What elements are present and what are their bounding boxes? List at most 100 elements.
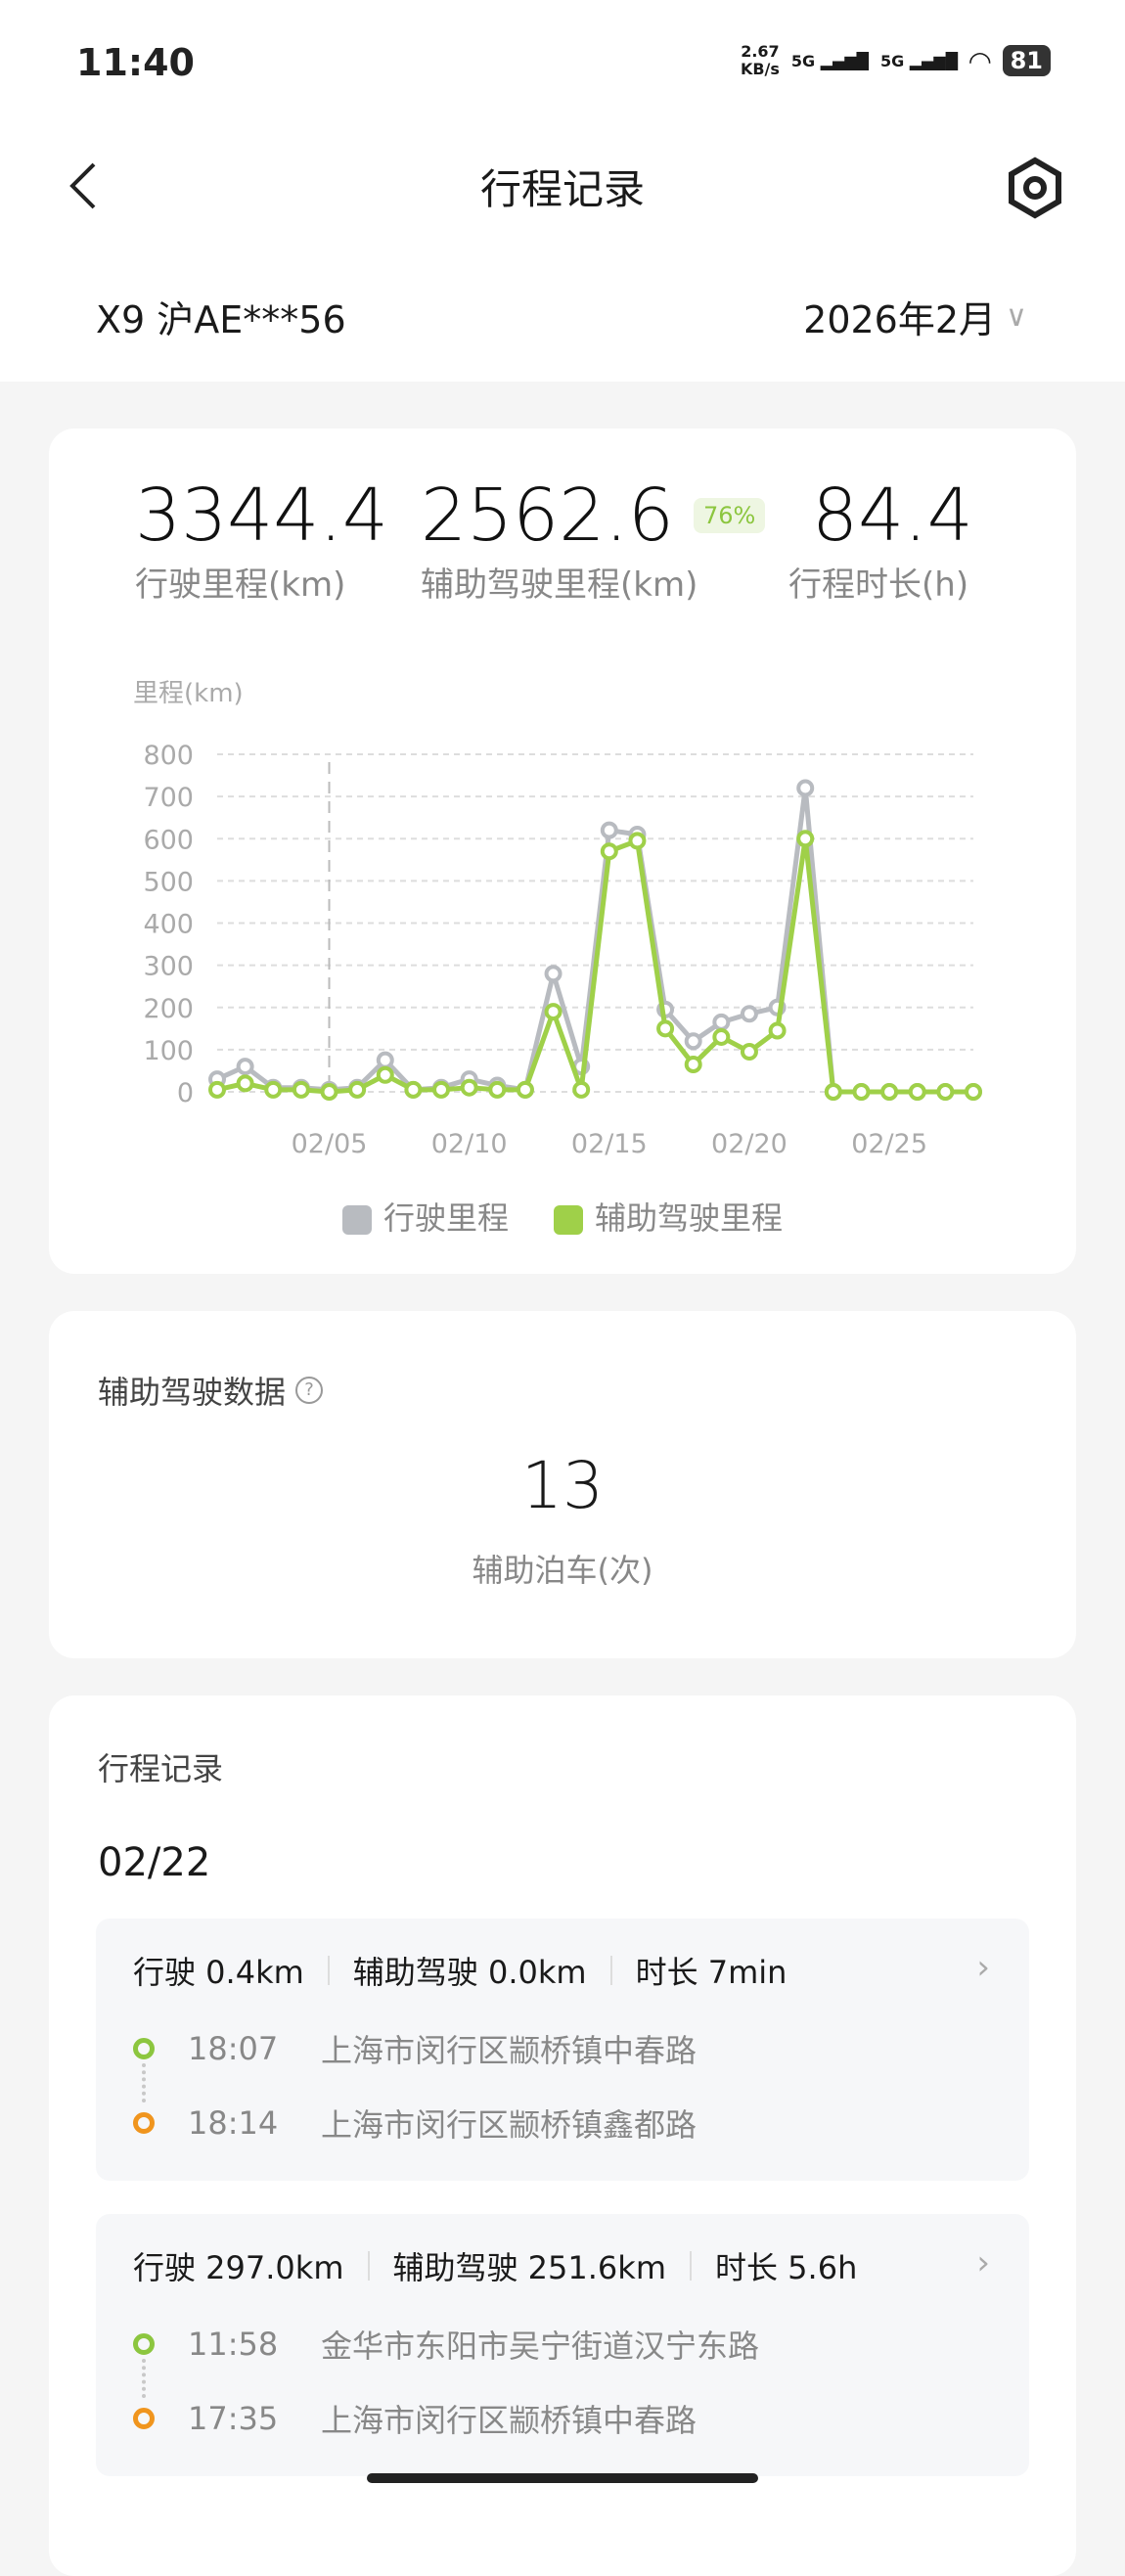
y-tick-label: 200: [143, 994, 194, 1024]
stat-label: 行程时长(h): [788, 565, 969, 605]
series-line: [215, 786, 973, 1095]
data-point: [712, 1013, 731, 1031]
start-dot-icon: [133, 2038, 155, 2059]
mileage-chart: 0 100 200 300 400 500 600 700 800 02/05 02/10 02/15…: [143, 741, 982, 1159]
x-tick-label: 02/20: [711, 1129, 788, 1159]
net-speed: 2.67: [741, 42, 780, 61]
data-point: [712, 1027, 731, 1046]
trip-assist: 辅助驾驶 0.0km: [352, 1954, 587, 1991]
data-point: [544, 1003, 562, 1021]
data-point: [404, 1080, 423, 1099]
data-point: [236, 1074, 254, 1093]
help-icon[interactable]: ?: [295, 1377, 324, 1404]
data-point: [320, 1083, 338, 1101]
net-unit: KB/s: [740, 60, 780, 78]
stat-value: 3344.4: [135, 474, 388, 558]
data-point: [880, 1083, 899, 1101]
legend-assisted: 辅助驾驶里程: [554, 1194, 783, 1239]
legend-total: 行驶里程: [341, 1194, 509, 1239]
data-point: [628, 832, 647, 850]
end-time: 17:35: [188, 2400, 279, 2437]
trip-date: 02/22: [98, 1840, 211, 1885]
end-address: 上海市闵行区颛桥镇鑫都路: [321, 2106, 698, 2144]
chart-ylabel: 里程(km): [133, 679, 244, 708]
stat-label: 辅助驾驶里程(km): [421, 565, 698, 605]
end-dot-icon: [133, 2112, 155, 2134]
assist-percent-badge: 76%: [693, 498, 766, 533]
chevron-down-icon: ∨: [1006, 299, 1027, 334]
data-point: [376, 1065, 394, 1084]
start-address: 金华市东阳市吴宁街道汉宁东路: [321, 2327, 760, 2365]
wifi-icon: ◠: [969, 44, 991, 77]
data-point: [796, 830, 815, 848]
stat-label: 行驶里程(km): [135, 565, 346, 605]
y-tick-label: 700: [143, 783, 194, 813]
trip-distance: 行驶 0.4km: [133, 1954, 304, 1991]
month-selector[interactable]: 2026年2月 ∨: [803, 290, 1027, 343]
data-point: [768, 1021, 787, 1040]
data-point: [460, 1078, 478, 1097]
data-point: [908, 1083, 926, 1101]
data-point: [516, 1080, 534, 1099]
data-point: [852, 1083, 871, 1101]
settings-button[interactable]: [1004, 157, 1066, 223]
data-point: [600, 842, 618, 861]
stat-value: 2562.6: [421, 474, 674, 558]
home-indicator[interactable]: [367, 2473, 758, 2483]
assist-card: 辅助驾驶数据 ? 13 辅助泊车(次): [49, 1311, 1076, 1658]
trip-item[interactable]: 行驶 0.4km 辅助驾驶 0.0km 时长 7min › 18:07 上海市闵行区颛…: [96, 1919, 1029, 2181]
y-tick-label: 600: [143, 825, 194, 855]
trip-assist: 辅助驾驶 251.6km: [392, 2249, 667, 2286]
signal-icon: 5G ▂▄▆█: [790, 51, 869, 70]
trip-distance: 行驶 297.0km: [133, 2249, 344, 2286]
summary-card: 3344.4 行驶里程(km) 2562.6 76% 辅助驾驶里程(km) 84.…: [49, 429, 1076, 1274]
data-point: [684, 1055, 702, 1073]
trip-item[interactable]: 行驶 297.0km 辅助驾驶 251.6km 时长 5.6h › 11:58 金华市…: [96, 2214, 1029, 2476]
signal-icon: 5G ▂▄▆█: [879, 51, 959, 70]
x-tick-label: 02/05: [292, 1129, 368, 1159]
data-point: [348, 1080, 367, 1099]
top-area: [0, 0, 1125, 382]
data-point: [936, 1083, 955, 1101]
data-point: [824, 1083, 842, 1101]
trips-title: 行程记录: [98, 1750, 224, 1787]
stat-value: 84.4: [812, 474, 973, 558]
data-point: [572, 1080, 591, 1099]
trip-duration: 时长 7min: [635, 1954, 788, 1991]
hexagon-settings-icon: [1009, 157, 1061, 219]
data-point: [376, 1051, 394, 1069]
end-time: 18:14: [188, 2104, 279, 2142]
data-point: [796, 779, 815, 797]
back-button[interactable]: [65, 157, 104, 228]
vehicle-name: X9 沪AE***56: [96, 298, 346, 341]
status-time: 11:40: [76, 41, 195, 84]
start-time: 11:58: [188, 2326, 279, 2363]
start-address: 上海市闵行区颛桥镇中春路: [321, 2032, 698, 2069]
end-address: 上海市闵行区颛桥镇中春路: [321, 2402, 698, 2439]
y-tick-label: 0: [177, 1078, 194, 1108]
chevron-right-icon: ›: [976, 2243, 990, 2282]
x-tick-label: 02/25: [851, 1129, 927, 1159]
data-point: [600, 821, 618, 839]
y-tick-label: 300: [143, 952, 194, 982]
status-icons: 2.67 KB/s 5G ▂▄▆█ 5G ▂▄▆█ ◠ 81: [741, 43, 1051, 78]
data-point: [264, 1080, 283, 1099]
y-tick-label: 800: [143, 741, 194, 771]
data-point: [544, 965, 562, 983]
trips-card: 行程记录 02/22 行驶 0.4km 辅助驾驶 0.0km 时长 7min › 1…: [49, 1695, 1076, 2576]
end-dot-icon: [133, 2408, 155, 2429]
battery-icon: 81: [1002, 45, 1051, 76]
chart-legend: 行驶里程 辅助驾驶里程: [49, 1194, 1076, 1239]
page-title: 行程记录: [479, 165, 645, 213]
y-tick-label: 400: [143, 910, 194, 940]
data-point: [208, 1080, 226, 1099]
trip-duration: 时长 5.6h: [715, 2249, 858, 2286]
month-label: 2026年2月: [803, 298, 997, 341]
x-tick-label: 02/10: [431, 1129, 508, 1159]
start-time: 18:07: [188, 2030, 279, 2067]
data-point: [432, 1080, 451, 1099]
data-point: [292, 1080, 310, 1099]
data-point: [684, 1032, 702, 1051]
data-point: [236, 1058, 254, 1076]
y-tick-label: 500: [143, 867, 194, 897]
